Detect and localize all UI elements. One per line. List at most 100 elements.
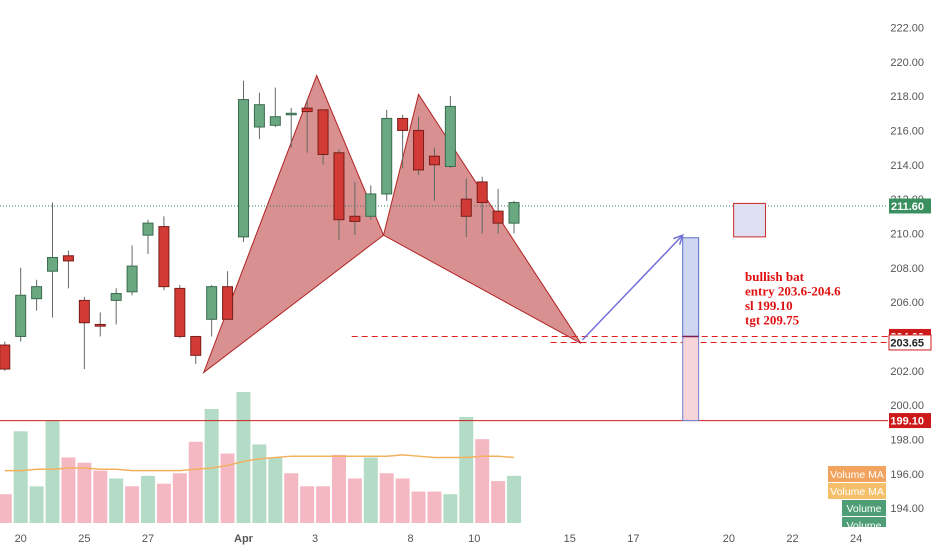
volume-bar: [93, 470, 108, 523]
candle-body: [126, 265, 138, 293]
x-tick-label: 8: [408, 533, 414, 545]
volume-bar: [411, 491, 426, 523]
volume-bar: [268, 457, 283, 523]
x-tick-label: 15: [564, 533, 576, 545]
x-tick-label: 3: [312, 533, 318, 545]
y-tick-label: 206.00: [890, 297, 924, 309]
volume-bar: [77, 462, 92, 523]
volume-bar: [284, 473, 299, 523]
x-tick-label: 22: [786, 533, 798, 545]
y-tick-label: 218.00: [890, 91, 924, 103]
y-tick-label: 202.00: [890, 366, 924, 378]
price-label-text: 211.60: [891, 201, 924, 213]
volume-bar: [13, 431, 28, 523]
candle-body: [174, 287, 186, 337]
target-zone-box: [733, 202, 766, 238]
volume-bar: [45, 420, 60, 523]
x-tick-label: 27: [142, 533, 154, 545]
y-tick-label: 198.00: [890, 434, 924, 446]
candle-body: [460, 198, 472, 217]
price-label-box: [889, 198, 931, 214]
candle-body: [365, 193, 377, 217]
volume-bar: [507, 475, 522, 523]
candle-body: [222, 286, 234, 320]
x-tick-label: 25: [78, 533, 90, 545]
volume-bar: [443, 494, 458, 523]
y-tick-label: 222.00: [890, 22, 924, 34]
volume-legend: Volume MA Volume MA Volume Volume: [828, 466, 886, 532]
y-tick-label: 210.00: [890, 228, 924, 240]
arrow-shaft: [581, 234, 684, 341]
volume-bar: [363, 457, 378, 523]
candle-body: [508, 202, 520, 224]
volume-bar: [141, 475, 155, 523]
x-tick-label: 10: [468, 533, 480, 545]
candle-body: [78, 299, 90, 324]
volume-legend-text: Volume MA: [830, 486, 884, 498]
candle-body: [349, 215, 361, 222]
volume-bar: [347, 478, 362, 523]
x-tick-label: 20: [15, 533, 27, 545]
x-tick-label: 17: [627, 533, 639, 545]
volume-bar: [252, 444, 267, 523]
y-tick-label: 200.00: [890, 400, 924, 412]
candle-body: [428, 155, 440, 166]
candle-body: [142, 222, 154, 236]
position-tool[interactable]: [682, 202, 766, 422]
volume-bar: [475, 439, 490, 523]
time-axis[interactable]: 20 25 27 Apr 3 8 10 15 17 20 22 24: [15, 533, 863, 545]
candle-body: [333, 152, 345, 221]
volume-legend-text: Volume: [846, 503, 881, 515]
volume-bar: [0, 494, 12, 523]
y-tick-label: 196.00: [890, 469, 924, 481]
y-tick-label: 216.00: [890, 125, 924, 137]
y-tick-label: 220.00: [890, 57, 924, 69]
candle-body: [397, 117, 409, 131]
volume-ma-line: [4, 454, 515, 472]
candle-body: [317, 109, 329, 155]
candle-body: [492, 210, 504, 224]
candle-body: [206, 286, 218, 320]
volume-pane: [0, 392, 522, 523]
candle-body: [301, 107, 313, 113]
volume-legend-box: [842, 517, 886, 527]
candle-body: [269, 116, 281, 126]
volume-bar: [156, 483, 171, 523]
volume-bar: [459, 416, 474, 523]
price-axis[interactable]: 194.00196.00198.00200.00202.00204.00206.…: [888, 22, 932, 515]
candle-body: [476, 181, 488, 204]
y-tick-label: 208.00: [890, 263, 924, 275]
volume-bar: [395, 478, 410, 523]
position-stop-zone: [682, 335, 700, 422]
position-target-zone: [682, 237, 700, 337]
x-tick-label: Apr: [234, 533, 254, 545]
candle-body: [381, 117, 393, 195]
candle-body: [413, 129, 425, 171]
price-label-box: [889, 413, 931, 429]
annotation-line: entry 203.6-204.6: [745, 284, 841, 299]
volume-bar: [491, 481, 506, 523]
volume-legend-box: [828, 466, 886, 482]
candles: [0, 80, 520, 371]
annotation-line: bullish bat: [745, 269, 805, 284]
candle-body: [0, 344, 11, 370]
volume-bar: [61, 457, 76, 523]
candle-body: [190, 335, 202, 356]
price-label-text: 199.10: [890, 416, 924, 428]
price-lines: [0, 205, 888, 422]
candle-body: [253, 104, 265, 128]
candle-body: [31, 286, 43, 300]
x-tick-label: 24: [850, 533, 862, 545]
volume-bar: [300, 486, 315, 523]
candle-body: [110, 293, 122, 301]
volume-bar: [427, 491, 442, 523]
annotation-line: sl 199.10: [745, 298, 793, 313]
volume-bar: [188, 441, 203, 523]
arrow-head: [673, 233, 684, 245]
price-label-text: 203.65: [890, 337, 924, 349]
volume-bar: [220, 453, 235, 523]
volume-bar: [125, 486, 140, 523]
